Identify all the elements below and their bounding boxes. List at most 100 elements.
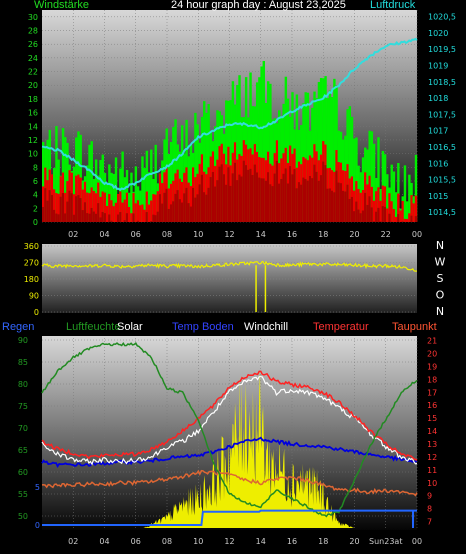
speed-base-bar xyxy=(361,210,365,222)
climate-x-tick-label: 02 xyxy=(68,537,78,546)
pressure-tick-label: 1014,5 xyxy=(428,208,456,217)
temperature-tick-label: 14 xyxy=(427,427,437,436)
speed-base-bar xyxy=(220,164,224,222)
speed-base-bar xyxy=(97,203,100,222)
speed-base-bar xyxy=(377,207,380,222)
speed-base-bar xyxy=(319,175,323,222)
climate-x-tick-label: 14 xyxy=(256,537,266,546)
pressure-tick-label: 1017,5 xyxy=(428,110,456,119)
speed-base-bar xyxy=(231,173,235,222)
speed-base-bar xyxy=(72,214,76,222)
x-tick-label: 22 xyxy=(381,230,391,239)
speed-bar xyxy=(379,200,382,222)
speed-base-bar xyxy=(269,184,272,222)
speed-base-bar xyxy=(183,193,186,222)
speed-base-bar xyxy=(350,196,354,222)
speed-base-bar xyxy=(145,212,149,222)
speed-base-bar xyxy=(317,180,321,222)
gust-bar xyxy=(295,94,299,222)
legend-solar: Solar xyxy=(117,321,143,333)
wind-tick-label: 26 xyxy=(28,40,38,49)
speed-base-bar xyxy=(247,169,250,222)
speed-bar xyxy=(88,193,91,222)
legend-regen: Regen xyxy=(2,321,35,333)
speed-bar xyxy=(392,209,396,222)
windchill-line xyxy=(41,376,418,466)
speed-base-bar xyxy=(70,193,74,222)
speed-base-bar xyxy=(165,188,168,222)
speed-base-bar xyxy=(414,216,418,222)
speed-bar xyxy=(81,189,85,222)
speed-base-bar xyxy=(200,174,204,222)
gust-bar xyxy=(405,201,409,222)
speed-base-bar xyxy=(326,188,329,222)
speed-bar xyxy=(353,190,356,222)
compass-label: W xyxy=(435,256,446,269)
speed-base-bar xyxy=(383,206,387,222)
speed-base-bar xyxy=(282,173,285,222)
pressure-tick-label: 1018 xyxy=(428,94,448,103)
speed-bar xyxy=(130,213,133,222)
gust-bar xyxy=(361,157,365,222)
speed-bar xyxy=(399,210,402,222)
wind-tick-label: 22 xyxy=(28,68,38,77)
speed-base-bar xyxy=(225,184,228,222)
speed-base-bar xyxy=(81,210,85,222)
speed-base-bar xyxy=(167,208,171,222)
speed-base-bar xyxy=(293,169,296,222)
direction-tick-label: 180 xyxy=(24,275,39,284)
speed-base-bar xyxy=(242,160,246,222)
speed-base-bar xyxy=(280,178,283,222)
gust-bar xyxy=(57,159,60,222)
gust-bar xyxy=(108,164,111,222)
climate-x-tick-label: 16 xyxy=(287,537,297,546)
speed-base-bar xyxy=(86,213,89,222)
speed-base-bar xyxy=(55,213,58,222)
speed-bar xyxy=(90,187,93,222)
direction-tick-label: 270 xyxy=(24,259,39,268)
speed-base-bar xyxy=(227,167,230,222)
speed-base-bar xyxy=(198,184,202,222)
speed-bar xyxy=(366,184,369,222)
wind-tick-label: 28 xyxy=(28,27,38,36)
speed-bar xyxy=(57,193,60,222)
humidity-tick-label: 60 xyxy=(18,468,28,477)
climate-x-tick-label: Sun23at xyxy=(369,537,402,546)
temperature-tick-label: 7 xyxy=(427,518,432,527)
wind-tick-label: 18 xyxy=(28,95,38,104)
temperature-tick-label: 17 xyxy=(427,388,437,397)
direction-plot-area xyxy=(42,244,417,313)
wind-tick-label: 4 xyxy=(33,191,38,200)
speed-bar xyxy=(103,192,107,222)
speed-base-bar xyxy=(194,197,197,222)
gust-bar xyxy=(262,60,265,223)
speed-base-bar xyxy=(249,168,252,222)
temperature-tick-label: 19 xyxy=(427,362,437,371)
gust-bar xyxy=(306,92,310,222)
gust-bar xyxy=(145,150,149,222)
speed-base-bar xyxy=(119,212,122,222)
gust-bar xyxy=(105,182,109,222)
speed-bar xyxy=(72,194,76,222)
speed-bar xyxy=(108,193,111,222)
speed-base-bar xyxy=(388,213,391,222)
gust-bar xyxy=(286,98,290,222)
compass-label: S xyxy=(437,272,444,285)
gust-bar xyxy=(150,149,153,222)
speed-base-bar xyxy=(50,194,54,222)
speed-bar xyxy=(375,191,378,222)
speed-base-bar xyxy=(203,192,206,222)
speed-base-bar xyxy=(286,183,290,222)
pressure-tick-label: 1016 xyxy=(428,159,448,168)
speed-base-bar xyxy=(333,192,336,222)
gust-bar xyxy=(397,163,400,222)
temperature-tick-label: 8 xyxy=(427,505,432,514)
speed-base-bar xyxy=(103,213,107,222)
rain-tick-label: 0 xyxy=(35,521,40,530)
speed-bar xyxy=(136,200,140,222)
x-tick-label: 14 xyxy=(256,230,266,239)
legend-taupunkt: Taupunkt xyxy=(392,321,437,333)
speed-base-bar xyxy=(48,190,52,222)
speed-base-bar xyxy=(302,177,305,222)
x-tick-label: 20 xyxy=(349,230,359,239)
